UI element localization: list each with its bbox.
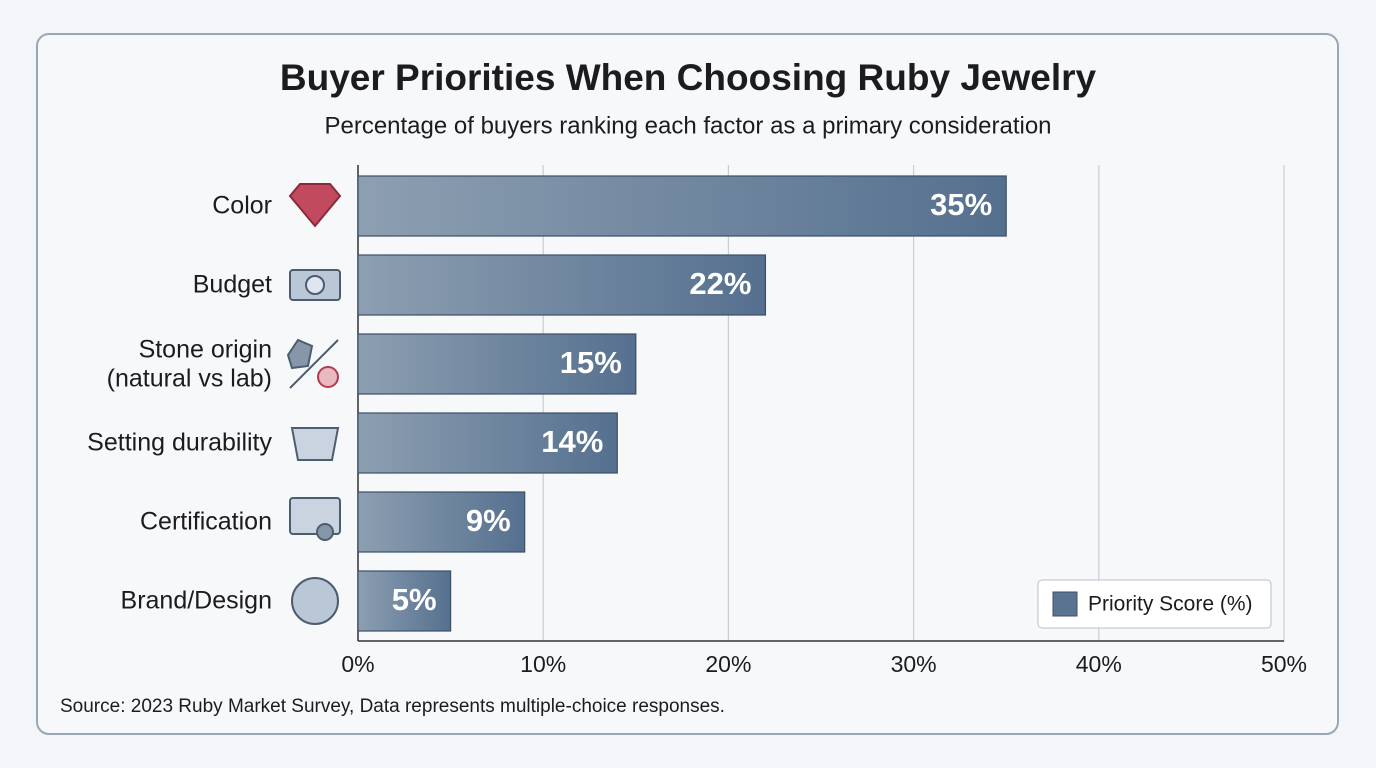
bar	[357, 570, 452, 632]
bar	[357, 412, 618, 474]
category-label: Certification	[140, 507, 272, 536]
value-label: 35%	[930, 187, 992, 222]
rock-icon	[286, 338, 314, 370]
category-label: Color	[212, 191, 272, 220]
legend-box	[1037, 579, 1272, 629]
bar	[357, 254, 767, 316]
chart-title: Buyer Priorities When Choosing Ruby Jewe…	[280, 57, 1097, 98]
setting-icon	[290, 427, 340, 461]
source-note: Source: 2023 Ruby Market Survey, Data re…	[60, 696, 725, 717]
x-tick-label: 20%	[705, 651, 751, 677]
legend-swatch	[1052, 591, 1078, 617]
value-label: 9%	[466, 503, 511, 538]
x-tick-label: 40%	[1076, 651, 1122, 677]
cert-seal	[316, 523, 334, 541]
bar	[357, 333, 637, 395]
legend-label: Priority Score (%)	[1088, 593, 1253, 616]
x-tick-label: 10%	[520, 651, 566, 677]
ruby-icon	[288, 183, 342, 228]
bill-coin	[305, 275, 325, 295]
category-label: Brand/Design	[120, 586, 272, 615]
value-label: 5%	[392, 582, 437, 617]
bar	[357, 175, 1007, 237]
category-label: Setting durability	[87, 428, 272, 457]
icons	[286, 183, 342, 625]
x-tick-label: 0%	[341, 651, 374, 677]
value-label: 15%	[560, 345, 622, 380]
x-tick-label: 30%	[891, 651, 937, 677]
brand-icon	[291, 577, 339, 625]
category-label: Budget	[192, 270, 272, 299]
x-tick-label: 50%	[1261, 651, 1307, 677]
chart-subtitle: Percentage of buyers ranking each factor…	[324, 112, 1051, 139]
bar	[357, 491, 526, 553]
value-label: 14%	[541, 424, 603, 459]
gem-icon	[317, 366, 339, 388]
slash	[289, 339, 339, 389]
category-label: Stone origin (natural vs lab)	[106, 335, 272, 392]
value-label: 22%	[689, 266, 751, 301]
